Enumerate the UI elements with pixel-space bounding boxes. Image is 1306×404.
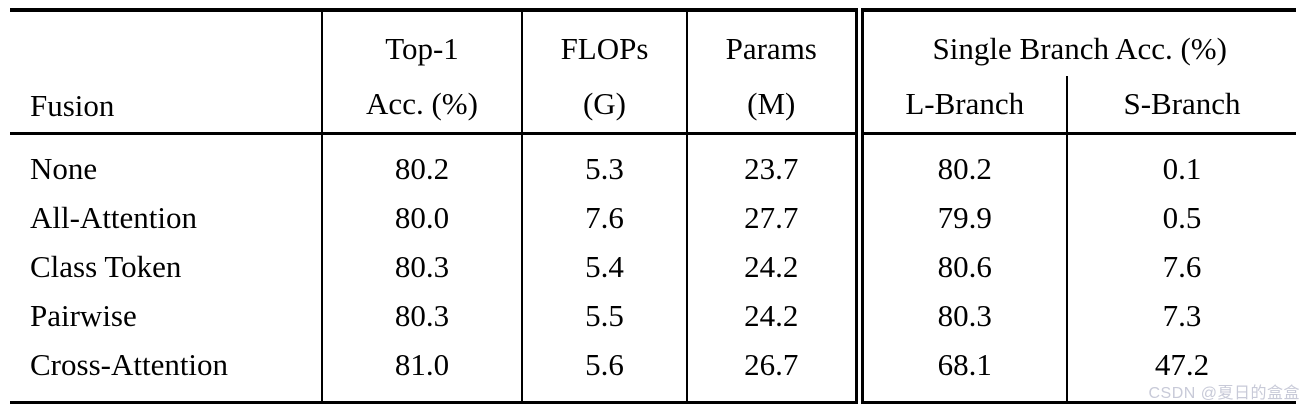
cell-flops: 5.3 — [522, 133, 688, 193]
cell-s-branch-acc: 7.6 — [1065, 242, 1297, 291]
fusion-ablation-table: Fusion Top-1 FLOPs Params Single Branch … — [10, 8, 1297, 404]
cell-top1-acc: 80.0 — [322, 193, 523, 242]
table-row-none: None 80.2 5.3 23.7 80.2 0.1 — [10, 133, 1297, 193]
cell-fusion: Cross-Attention — [10, 340, 323, 403]
table-row-cross-attention: Cross-Attention 81.0 5.6 26.7 68.1 47.2 — [10, 340, 1297, 403]
column-header-top1-line2: Acc. (%) — [322, 76, 523, 135]
cell-s-branch-acc: 0.1 — [1065, 133, 1297, 193]
cell-fusion: Class Token — [10, 242, 323, 291]
cell-top1-acc: 80.3 — [322, 242, 523, 291]
cell-l-branch-acc: 79.9 — [937, 199, 992, 235]
table-row-class-token: Class Token 80.3 5.4 24.2 80.6 7.6 — [10, 242, 1297, 291]
cell-params: 24.2 — [687, 242, 864, 291]
table-body: None 80.2 5.3 23.7 80.2 0.1 All-Attentio… — [10, 133, 1297, 403]
cell-l-branch-acc: 80.2 — [937, 150, 992, 186]
cell-flops: 5.4 — [522, 242, 688, 291]
cell-s-branch-acc: 47.2 — [1065, 340, 1297, 403]
table-row-pairwise: Pairwise 80.3 5.5 24.2 80.3 7.3 — [10, 291, 1297, 340]
column-header-top1-line1: Top-1 — [322, 10, 523, 76]
column-header-single-branch-group: Single Branch Acc. (%) — [932, 31, 1227, 67]
column-header-params-line1: Params — [687, 10, 864, 76]
column-header-flops-line1: FLOPs — [522, 10, 688, 76]
cell-top1-acc: 81.0 — [322, 340, 523, 403]
cell-fusion: All-Attention — [10, 193, 323, 242]
cell-params: 26.7 — [687, 340, 864, 403]
table-row-all-attention: All-Attention 80.0 7.6 27.7 79.9 0.5 — [10, 193, 1297, 242]
cell-top1-acc: 80.3 — [322, 291, 523, 340]
cell-flops: 7.6 — [522, 193, 688, 242]
cell-l-branch-acc: 80.3 — [937, 297, 992, 333]
column-header-flops-line2: (G) — [522, 76, 688, 135]
cell-flops: 5.5 — [522, 291, 688, 340]
cell-params: 23.7 — [687, 133, 864, 193]
cell-s-branch-acc: 0.5 — [1065, 193, 1297, 242]
cell-top1-acc: 80.2 — [322, 133, 523, 193]
cell-l-branch-acc: 68.1 — [937, 346, 992, 382]
cell-l-branch-acc: 80.6 — [937, 248, 992, 284]
cell-s-branch-acc: 7.3 — [1065, 291, 1297, 340]
cell-fusion: Pairwise — [10, 291, 323, 340]
column-header-l-branch: L-Branch — [859, 76, 1067, 135]
column-header-s-branch: S-Branch — [1065, 76, 1297, 135]
cell-fusion: None — [10, 133, 323, 193]
csdn-watermark: CSDN @夏日的盒盒 — [1148, 385, 1300, 402]
cell-flops: 5.6 — [522, 340, 688, 403]
cell-params: 24.2 — [687, 291, 864, 340]
column-header-fusion: Fusion — [10, 10, 323, 135]
cell-params: 27.7 — [687, 193, 864, 242]
column-header-params-line2: (M) — [687, 76, 864, 135]
table-header: Fusion Top-1 FLOPs Params Single Branch … — [10, 10, 1297, 135]
